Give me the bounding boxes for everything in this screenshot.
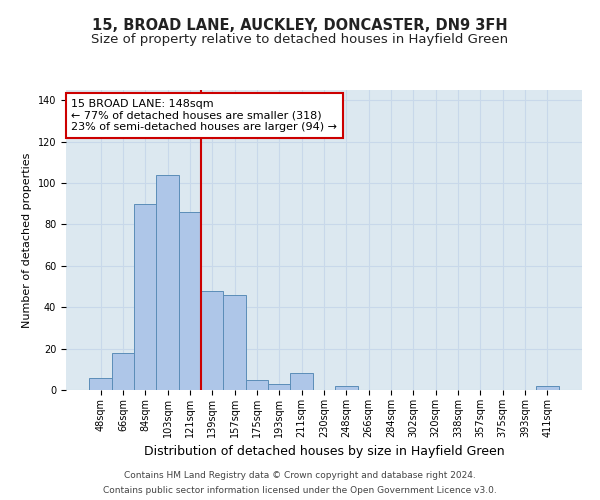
Bar xyxy=(179,212,201,390)
Bar xyxy=(157,175,179,390)
Bar xyxy=(536,386,559,390)
Bar xyxy=(246,380,268,390)
Text: Contains public sector information licensed under the Open Government Licence v3: Contains public sector information licen… xyxy=(103,486,497,495)
Bar xyxy=(268,384,290,390)
Text: 15 BROAD LANE: 148sqm
← 77% of detached houses are smaller (318)
23% of semi-det: 15 BROAD LANE: 148sqm ← 77% of detached … xyxy=(71,99,337,132)
Bar xyxy=(134,204,157,390)
Text: Contains HM Land Registry data © Crown copyright and database right 2024.: Contains HM Land Registry data © Crown c… xyxy=(124,471,476,480)
Bar xyxy=(89,378,112,390)
X-axis label: Distribution of detached houses by size in Hayfield Green: Distribution of detached houses by size … xyxy=(143,446,505,458)
Bar xyxy=(290,374,313,390)
Bar xyxy=(223,295,246,390)
Bar xyxy=(112,353,134,390)
Bar xyxy=(201,290,223,390)
Text: 15, BROAD LANE, AUCKLEY, DONCASTER, DN9 3FH: 15, BROAD LANE, AUCKLEY, DONCASTER, DN9 … xyxy=(92,18,508,32)
Text: Size of property relative to detached houses in Hayfield Green: Size of property relative to detached ho… xyxy=(91,32,509,46)
Y-axis label: Number of detached properties: Number of detached properties xyxy=(22,152,32,328)
Bar xyxy=(335,386,358,390)
